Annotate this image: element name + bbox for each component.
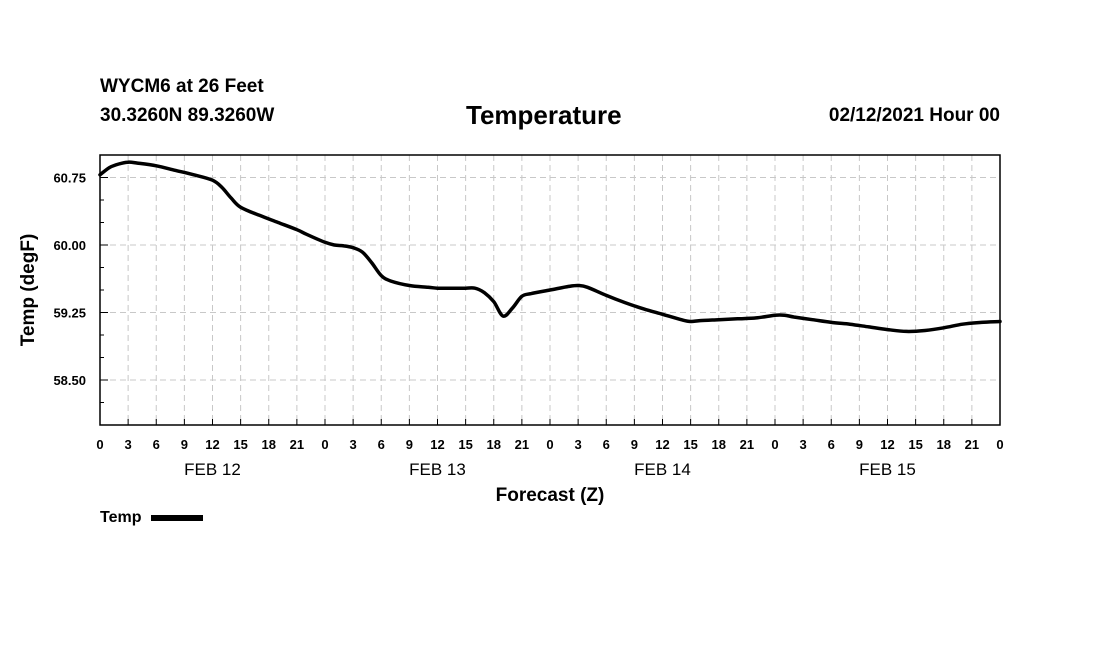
legend-swatch [151, 515, 204, 521]
x-tick-label: 12 [205, 437, 219, 452]
y-tick-label: 60.75 [53, 171, 86, 186]
x-tick-label: 21 [290, 437, 304, 452]
x-tick-label: 3 [575, 437, 582, 452]
x-tick-label: 3 [350, 437, 357, 452]
x-tick-label: 18 [262, 437, 276, 452]
x-axis-title: Forecast (Z) [496, 485, 605, 506]
day-label: FEB 12 [184, 460, 241, 479]
chart-title: Temperature [466, 100, 622, 130]
plot-frame [99, 154, 1001, 426]
y-tick-label: 60.00 [53, 238, 86, 253]
x-tick-label: 18 [937, 437, 951, 452]
x-tick-label: 15 [908, 437, 922, 452]
x-tick-label: 6 [153, 437, 160, 452]
axis-ticks [99, 154, 1001, 426]
station-label: WYCM6 at 26 Feet [100, 76, 264, 97]
day-label: FEB 13 [409, 460, 466, 479]
x-tick-label: 18 [487, 437, 501, 452]
x-tick-label: 9 [406, 437, 413, 452]
x-tick-label: 0 [96, 437, 103, 452]
x-tick-label: 0 [321, 437, 328, 452]
x-tick-label: 21 [965, 437, 979, 452]
x-tick-label: 12 [655, 437, 669, 452]
axis-tick-labels: 0 3 6 9 12 15 18 21 0 3 6 9 12 15 18 21 0 3 6 9 12 15 18 21 0 3 6 9… [53, 171, 1003, 480]
x-tick-label: 18 [712, 437, 726, 452]
x-tick-label: 0 [546, 437, 553, 452]
x-tick-label: 9 [856, 437, 863, 452]
x-tick-label: 21 [515, 437, 529, 452]
x-tick-label: 15 [458, 437, 472, 452]
x-tick-label: 9 [181, 437, 188, 452]
x-tick-label: 3 [800, 437, 807, 452]
x-tick-label: 12 [430, 437, 444, 452]
y-axis-title: Temp (degF) [18, 234, 39, 347]
x-tick-label: 6 [828, 437, 835, 452]
x-tick-label: 6 [378, 437, 385, 452]
day-label: FEB 15 [859, 460, 916, 479]
series-line-temp [98, 160, 1002, 334]
x-tick-label: 15 [683, 437, 697, 452]
x-tick-label: 9 [631, 437, 638, 452]
x-tick-label: 3 [125, 437, 132, 452]
x-tick-label: 0 [771, 437, 778, 452]
station-coordinates: 30.3260N 89.3260W [100, 105, 275, 126]
x-tick-label: 0 [996, 437, 1003, 452]
forecast-datetime: 02/12/2021 Hour 00 [828, 105, 1000, 126]
series-layer [98, 160, 1002, 334]
grid [100, 155, 1000, 425]
x-tick-label: 6 [603, 437, 610, 452]
y-tick-label: 58.50 [53, 373, 86, 388]
x-tick-label: 21 [740, 437, 754, 452]
x-tick-label: 15 [233, 437, 247, 452]
y-tick-label: 59.25 [53, 306, 86, 321]
legend-label: Temp [100, 509, 142, 526]
x-tick-label: 12 [880, 437, 894, 452]
day-label: FEB 14 [634, 460, 691, 479]
legend: Temp [100, 509, 204, 527]
